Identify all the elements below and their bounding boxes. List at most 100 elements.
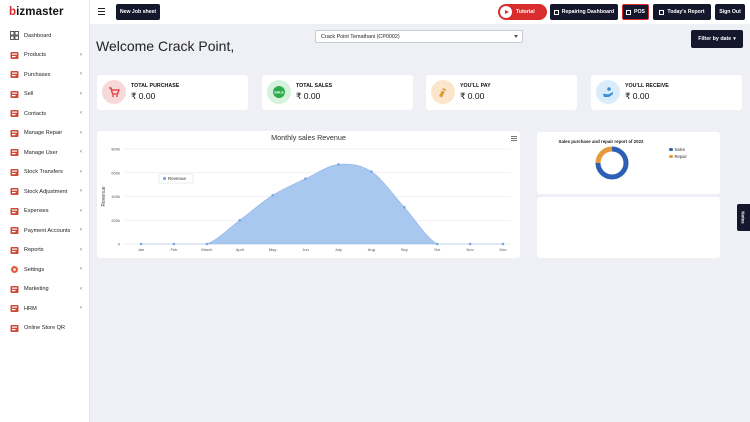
x-tick-label: May	[269, 247, 277, 252]
data-point	[205, 242, 209, 246]
chevron-left-icon: ‹	[80, 129, 82, 136]
stat-card-total-sales: SALE TOTAL SALES ₹ 0.00	[262, 75, 413, 110]
sidebar-item-label: Online Store QR	[24, 325, 66, 332]
sidebar-item-expenses[interactable]: Expenses ‹	[0, 202, 89, 222]
sign-out-button[interactable]: Sign Out	[715, 4, 745, 20]
todays-report-button[interactable]: Today's Report	[653, 4, 711, 20]
sidebar-item-stock-transfers[interactable]: Stock Transfers ‹	[0, 163, 89, 183]
sidebar-item-label: Reports	[24, 247, 44, 254]
donut-title: Sales purchase and repair report of 2022	[558, 139, 644, 144]
y-tick-label: 400k	[111, 194, 120, 199]
chart-title: Monthly sales Revenue	[271, 133, 346, 142]
data-point	[139, 242, 143, 246]
sidebar-item-hrm[interactable]: HRM ‹	[0, 299, 89, 319]
stat-card-youll-pay: YOU'LL PAY ₹ 0.00	[426, 75, 577, 110]
pos-icon	[626, 9, 632, 15]
sidebar-item-products[interactable]: Products ‹	[0, 46, 89, 66]
legend-item-repair: Repair	[669, 154, 687, 159]
sidebar-item-reports[interactable]: Reports ‹	[0, 241, 89, 261]
sidebar-item-label: Purchases	[24, 71, 51, 78]
stat-label: YOU'LL PAY	[460, 83, 491, 89]
pos-button[interactable]: POS	[622, 4, 649, 20]
stat-card-total-purchase: TOTAL PURCHASE ₹ 0.00	[97, 75, 248, 110]
donut-slice-repair	[595, 146, 613, 164]
data-point	[337, 163, 340, 166]
repairing-dashboard-button[interactable]: Repairing Dashboard	[550, 4, 618, 20]
chevron-left-icon: ‹	[80, 246, 82, 253]
chevron-left-icon: ‹	[80, 168, 82, 175]
location-select[interactable]: Crack Point Temathani (CP0002)	[315, 30, 523, 43]
stat-value: ₹ 0.00	[460, 91, 485, 101]
sidebar-item-stock-adjustment[interactable]: Stock Adjustment ‹	[0, 182, 89, 202]
data-point	[435, 242, 439, 246]
bank-icon	[10, 226, 19, 235]
chevron-left-icon: ‹	[80, 266, 82, 272]
transfer-truck-icon	[10, 168, 19, 177]
empty-panel	[537, 197, 720, 258]
x-tick-label: July	[335, 247, 342, 252]
register-icon	[10, 90, 19, 99]
stat-label: TOTAL PURCHASE	[131, 83, 180, 89]
x-tick-label: Jan	[138, 247, 144, 252]
legend-item-sales: Sales	[669, 147, 687, 152]
notes-tab[interactable]: Notes	[737, 204, 750, 231]
chevron-left-icon: ‹	[80, 110, 82, 116]
sidebar-item-marketing[interactable]: Marketing ‹	[0, 280, 89, 300]
data-point	[468, 242, 472, 246]
sidebar-item-manage-user[interactable]: Manage User ‹	[0, 143, 89, 163]
sidebar-item-label: Contacts	[24, 110, 47, 117]
x-tick-label: Nov	[467, 247, 474, 252]
new-job-sheet-button[interactable]: New Job sheet	[116, 4, 160, 20]
svg-text:SALE: SALE	[274, 91, 284, 95]
y-tick-label: 600k	[111, 170, 120, 175]
chevron-left-icon: ‹	[80, 207, 82, 214]
megaphone-icon	[10, 285, 19, 294]
sidebar-nav: Dashboard Products ‹ Purchases ‹ Sell ‹ Contact…	[0, 24, 89, 338]
sidebar-item-online-store-qr[interactable]: Online Store QR	[0, 319, 89, 339]
contacts-icon	[10, 109, 19, 118]
sidebar-item-label: Products	[24, 52, 47, 59]
sidebar-item-label: Manage User	[24, 149, 58, 156]
monthly-sales-chart: Monthly sales Revenue 0 200k 400k 600k 800k R…	[97, 131, 520, 258]
sidebar-item-settings[interactable]: Settings ‹	[0, 260, 89, 280]
gear-icon	[10, 265, 19, 274]
sidebar-item-purchases[interactable]: Purchases ‹	[0, 65, 89, 85]
chart-menu-icon[interactable]	[511, 136, 517, 142]
stat-value: ₹ 0.00	[296, 91, 321, 101]
sidebar-item-label: Expenses	[24, 208, 49, 215]
page-title: Welcome Crack Point,	[96, 38, 235, 54]
tutorial-button[interactable]: Tutorial	[498, 4, 547, 20]
brand-logo[interactable]: b izmaster	[9, 6, 64, 18]
sidebar-item-label: Sell	[24, 91, 34, 98]
dashboard-icon	[553, 9, 559, 15]
wrench-icon	[10, 129, 19, 138]
x-tick-label: March	[201, 247, 212, 252]
menu-toggle-icon[interactable]	[98, 8, 105, 15]
cart-icon	[10, 51, 19, 60]
x-tick-label: Oct	[434, 247, 441, 252]
chevron-left-icon: ‹	[80, 51, 82, 58]
qr-icon	[10, 324, 19, 333]
stat-label: TOTAL SALES	[296, 83, 333, 89]
wallet-icon	[10, 207, 19, 216]
stat-label: YOU'LL RECEIVE	[625, 83, 669, 89]
adjust-icon	[10, 187, 19, 196]
user-icon	[10, 148, 19, 157]
filter-by-date-button[interactable]: Filter by date ▾	[691, 30, 743, 48]
sale-tag-icon: SALE	[267, 80, 291, 104]
data-point	[370, 170, 373, 173]
dashboard-icon	[10, 31, 19, 41]
sidebar-item-manage-repair[interactable]: Manage Repair ‹	[0, 124, 89, 144]
sidebar-item-dashboard[interactable]: Dashboard	[0, 26, 89, 46]
top-bar: New Job sheet Tutorial Repairing Dashboa…	[90, 0, 750, 24]
sidebar-item-payment-accounts[interactable]: Payment Accounts ‹	[0, 221, 89, 241]
sidebar-item-contacts[interactable]: Contacts ‹	[0, 104, 89, 124]
stat-value: ₹ 0.00	[625, 91, 650, 101]
chevron-left-icon: ‹	[80, 149, 82, 155]
data-point	[304, 177, 307, 180]
chevron-left-icon: ‹	[80, 285, 82, 292]
sidebar-item-sell[interactable]: Sell ‹	[0, 85, 89, 105]
legend-marker	[162, 176, 167, 181]
sidebar-item-label: HRM	[24, 305, 37, 312]
data-point	[172, 242, 176, 246]
